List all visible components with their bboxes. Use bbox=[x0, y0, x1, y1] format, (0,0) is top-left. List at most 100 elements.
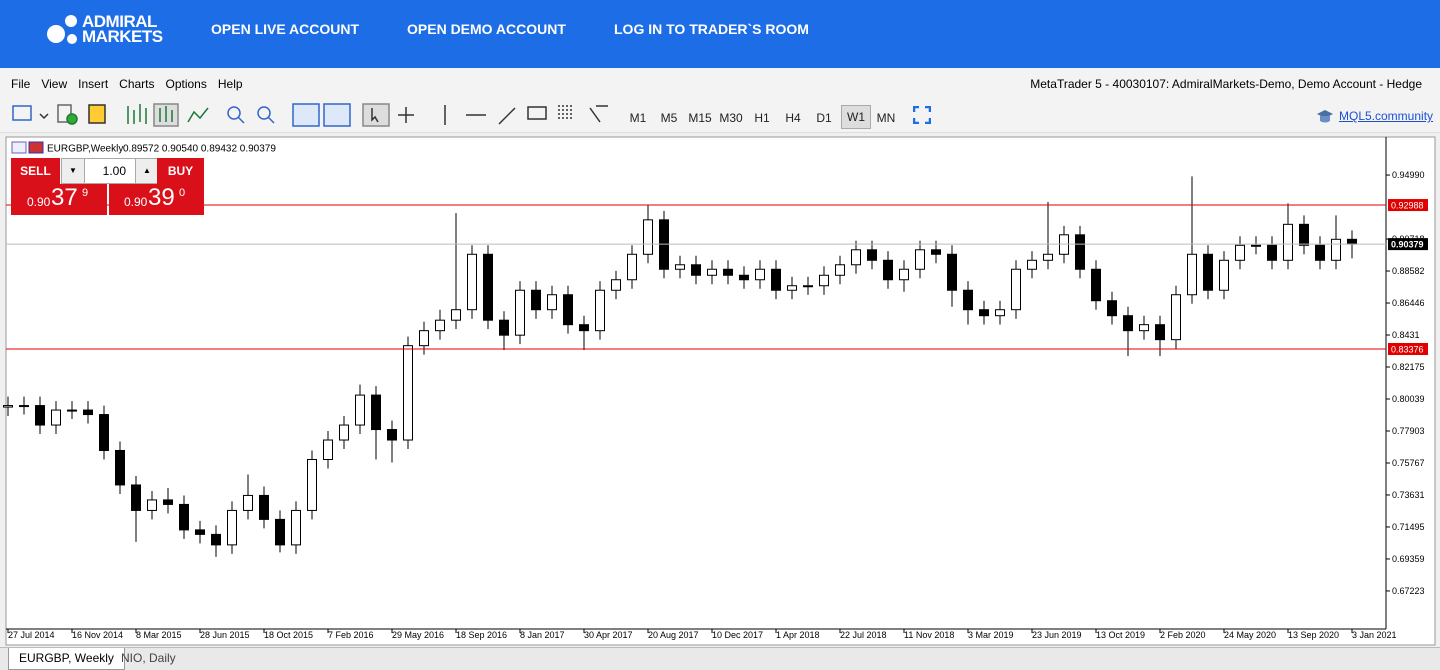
candle-body bbox=[467, 253, 477, 311]
candle-body bbox=[323, 439, 333, 460]
volume-up[interactable]: ▲ bbox=[135, 159, 158, 183]
candle-body bbox=[627, 253, 637, 281]
sell-price[interactable]: 0.90 37 9 bbox=[11, 184, 107, 215]
candle-body bbox=[707, 268, 717, 276]
x-tick-label: 18 Oct 2015 bbox=[264, 630, 313, 640]
nav-link[interactable]: OPEN LIVE ACCOUNT bbox=[211, 21, 360, 37]
candle-body bbox=[1299, 223, 1309, 246]
x-tick-label: 11 Nov 2018 bbox=[904, 630, 954, 640]
candle-body bbox=[771, 268, 781, 291]
candle-body bbox=[851, 249, 861, 266]
candle-body bbox=[243, 494, 253, 511]
status: MetaTrader 5 - 40030107: AdmiralMarkets-… bbox=[1030, 77, 1422, 91]
sell-button[interactable]: SELL bbox=[11, 158, 60, 184]
level-label: 0.92988 bbox=[1391, 201, 1424, 211]
timeframe-button[interactable]: W1 bbox=[841, 105, 871, 129]
y-tick-label: 0.88582 bbox=[1392, 266, 1425, 276]
buy-price[interactable]: 0.90 39 0 bbox=[109, 184, 204, 215]
candle-body bbox=[179, 503, 189, 531]
candle-body bbox=[451, 309, 461, 321]
candle-body bbox=[675, 264, 685, 270]
buy-button[interactable]: BUY bbox=[157, 158, 204, 184]
candle-body bbox=[755, 268, 765, 281]
x-tick-label: 22 Jul 2018 bbox=[840, 630, 887, 640]
candle-body bbox=[387, 429, 397, 441]
level-label: 0.83376 bbox=[1391, 345, 1424, 355]
x-tick-label: 13 Sep 2020 bbox=[1288, 630, 1339, 640]
x-tick-label: 7 Feb 2016 bbox=[328, 630, 374, 640]
candle-body bbox=[995, 309, 1005, 317]
candle-body bbox=[211, 533, 221, 546]
candle-body bbox=[259, 494, 269, 520]
x-tick-label: 18 Sep 2016 bbox=[456, 630, 507, 640]
candle-body bbox=[1235, 244, 1245, 261]
price-prefix: 0.90 bbox=[124, 195, 148, 209]
timeframe-button[interactable]: H1 bbox=[754, 111, 770, 125]
x-tick-label: 24 May 2020 bbox=[1224, 630, 1276, 640]
volume-box[interactable]: ▼ 1.00 ▲ bbox=[61, 158, 159, 184]
menu-item[interactable]: Charts bbox=[119, 77, 155, 91]
menu-item[interactable]: Options bbox=[165, 77, 207, 91]
candle-body bbox=[115, 450, 125, 486]
candle-body bbox=[499, 319, 509, 336]
candle-body bbox=[531, 289, 541, 311]
y-tick-label: 0.69359 bbox=[1392, 554, 1425, 564]
community-link[interactable]: MQL5.community bbox=[1339, 109, 1434, 123]
volume-down[interactable]: ▼ bbox=[62, 159, 85, 183]
candle-body bbox=[83, 409, 93, 416]
candle-body bbox=[99, 414, 109, 452]
candle-body bbox=[1203, 253, 1213, 291]
timeframe-button[interactable]: MN bbox=[876, 111, 896, 125]
logo-text: ADMIRAL bbox=[82, 12, 157, 31]
y-tick-label: 0.80039 bbox=[1392, 394, 1425, 404]
candle-body bbox=[563, 294, 573, 326]
y-tick-label: 0.8431 bbox=[1392, 330, 1420, 340]
candle-body bbox=[227, 509, 237, 546]
menu-item[interactable]: File bbox=[11, 77, 31, 91]
candle-body bbox=[131, 484, 141, 511]
timeframe-button[interactable]: M1 bbox=[629, 111, 647, 125]
x-tick-label: 28 Jun 2015 bbox=[200, 630, 250, 640]
menu-item[interactable]: View bbox=[41, 77, 68, 91]
nav-link[interactable]: OPEN DEMO ACCOUNT bbox=[407, 21, 566, 37]
y-tick-label: 0.77903 bbox=[1392, 426, 1425, 436]
fullscreen-icon bbox=[913, 106, 931, 124]
price-prefix: 0.90 bbox=[27, 195, 51, 209]
chart-tab[interactable]: NIO, Daily bbox=[121, 651, 176, 665]
candle-body bbox=[67, 409, 77, 412]
candle-body bbox=[195, 529, 205, 535]
y-tick-label: 0.71495 bbox=[1392, 522, 1425, 532]
x-tick-label: 29 May 2016 bbox=[392, 630, 444, 640]
candle-body bbox=[1107, 300, 1117, 317]
candle-body bbox=[835, 264, 845, 276]
candle-body bbox=[579, 324, 589, 332]
candle-body bbox=[339, 424, 349, 441]
volume[interactable]: 1.00 bbox=[102, 164, 126, 178]
candle-body bbox=[947, 253, 957, 291]
timeframe-button[interactable]: M30 bbox=[719, 111, 743, 125]
candle-body bbox=[1091, 268, 1101, 302]
level-tag bbox=[1388, 199, 1428, 212]
nav-link[interactable]: LOG IN TO TRADER`S ROOM bbox=[614, 21, 809, 37]
timeframe-button[interactable]: H4 bbox=[785, 111, 801, 125]
timeframe-button[interactable]: M15 bbox=[688, 111, 712, 125]
candle-body bbox=[163, 499, 173, 505]
level-tag bbox=[1388, 343, 1428, 356]
chart-tab[interactable]: EURGBP, Weekly bbox=[8, 648, 125, 670]
timeframe-button[interactable]: D1 bbox=[816, 111, 832, 125]
y-tick-label: 0.82175 bbox=[1392, 362, 1425, 372]
menu-items: File View Insert Charts Options Help bbox=[11, 77, 243, 91]
candle-body bbox=[1267, 244, 1277, 261]
candle-body bbox=[979, 309, 989, 317]
toolbar: M1 M5 M15 M30 H1 H4 D1 W1 MN MQL5.community bbox=[0, 98, 1440, 133]
candle-body bbox=[867, 249, 877, 261]
x-tick-label: 3 Jan 2021 bbox=[1352, 630, 1397, 640]
menu-item[interactable]: Insert bbox=[78, 77, 109, 91]
candle-body bbox=[819, 274, 829, 287]
quote: 0.89572 0.90540 0.89432 0.90379 bbox=[123, 144, 276, 155]
candle-body bbox=[1011, 268, 1021, 311]
price-pips: 37 bbox=[51, 184, 78, 211]
menu-item[interactable]: Help bbox=[217, 77, 243, 91]
timeframe-button[interactable]: M5 bbox=[660, 111, 678, 125]
candle-body bbox=[51, 409, 61, 426]
